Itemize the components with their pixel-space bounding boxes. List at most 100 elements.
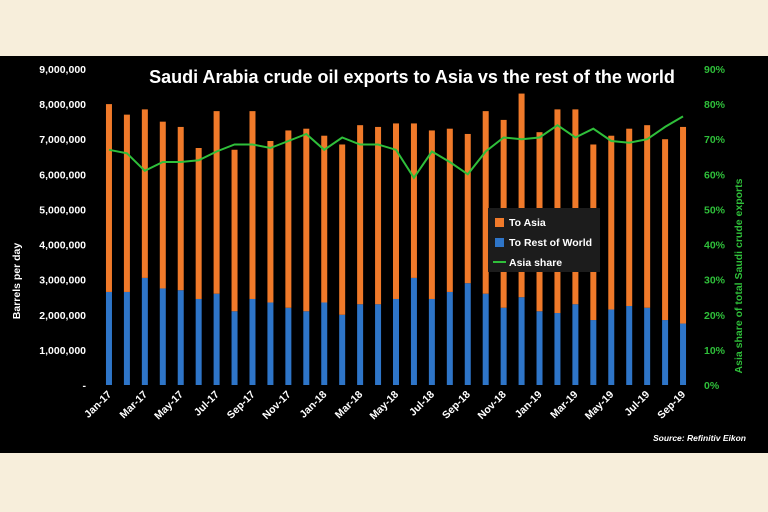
asia-share-line xyxy=(108,115,684,180)
y2-tick-label: 90% xyxy=(704,64,726,76)
bar-rest-of-world xyxy=(159,288,166,385)
bar-rest-of-world xyxy=(177,290,184,385)
legend-swatch-to-asia xyxy=(495,218,504,227)
y2-tick-label: 20% xyxy=(704,310,726,322)
bar-to-asia xyxy=(267,140,274,303)
x-tick-label: Jan-19 xyxy=(513,389,545,421)
legend-swatch-rest-of-world xyxy=(495,238,504,247)
bar-to-asia xyxy=(213,111,220,294)
bar-rest-of-world xyxy=(644,307,651,385)
bar-to-asia xyxy=(231,149,238,312)
bar-rest-of-world xyxy=(608,309,615,385)
bar-to-asia xyxy=(375,126,382,305)
bar-to-asia xyxy=(518,93,525,298)
bar-rest-of-world xyxy=(536,311,543,385)
bar-to-asia xyxy=(357,125,364,305)
bar-to-asia xyxy=(680,126,687,324)
x-tick-label: Jan-17 xyxy=(82,389,114,421)
bar-to-asia xyxy=(339,144,346,315)
x-tick-label: Mar-17 xyxy=(118,389,151,422)
y2-tick-label: 60% xyxy=(704,169,726,181)
bar-rest-of-world xyxy=(518,297,525,385)
bar-rest-of-world xyxy=(231,311,238,385)
bar-rest-of-world xyxy=(482,293,489,385)
y2-tick-label: 0% xyxy=(704,380,720,392)
x-tick-label: Jul-19 xyxy=(622,389,652,419)
bar-rest-of-world xyxy=(123,291,130,385)
y-tick-label: 4,000,000 xyxy=(39,240,86,252)
x-tick-label: Jul-18 xyxy=(407,389,437,419)
bar-to-asia xyxy=(159,121,166,289)
bar-rest-of-world xyxy=(393,298,399,385)
x-tick-label: May-19 xyxy=(583,389,617,423)
bar-to-asia xyxy=(428,130,435,299)
bar-rest-of-world xyxy=(285,307,292,385)
right-axis-label: Asia share of total Saudi crude exports xyxy=(733,178,745,373)
x-tick-label: Mar-19 xyxy=(548,389,581,422)
y2-tick-label: 10% xyxy=(704,345,726,357)
source-note: Source: Refinitiv Eikon xyxy=(653,433,746,443)
legend: To Asia To Rest of World Asia share xyxy=(488,208,600,272)
bar-to-asia xyxy=(644,125,651,308)
x-tick-label: May-18 xyxy=(367,389,401,423)
chart-frame: Saudi Arabia crude oil exports to Asia v… xyxy=(0,56,768,453)
legend-label-rest-of-world: To Rest of World xyxy=(509,237,592,249)
x-tick-label: Nov-18 xyxy=(476,389,509,422)
y2-tick-label: 70% xyxy=(704,134,726,146)
bar-rest-of-world xyxy=(410,277,417,385)
x-tick-label: Jul-17 xyxy=(192,389,222,419)
bar-to-asia xyxy=(662,139,669,321)
bar-rest-of-world xyxy=(464,283,471,385)
x-tick-label: Sep-19 xyxy=(655,389,688,422)
y-tick-label: 5,000,000 xyxy=(39,204,86,216)
bar-to-asia xyxy=(410,123,417,278)
y-tick-label: 3,000,000 xyxy=(39,275,86,287)
y-tick-label: - xyxy=(83,380,87,392)
legend-label-asia-share: Asia share xyxy=(509,257,562,269)
bar-rest-of-world xyxy=(357,304,364,385)
y-tick-label: 9,000,000 xyxy=(39,64,86,76)
bar-to-asia xyxy=(285,130,292,308)
right-axis-ticks: 0% 10% 20% 30% 40% 50% 60% 70% 80% 90% xyxy=(704,64,726,392)
left-axis-label: Barrels per day xyxy=(11,243,23,320)
bar-to-asia xyxy=(177,126,184,291)
bar-rest-of-world xyxy=(428,298,435,385)
bar-rest-of-world xyxy=(303,311,310,385)
bar-to-asia xyxy=(626,128,633,306)
bar-rest-of-world xyxy=(213,293,220,385)
bar-to-asia xyxy=(249,111,256,299)
bar-to-asia xyxy=(123,114,130,292)
bar-rest-of-world xyxy=(375,304,382,385)
y2-tick-label: 80% xyxy=(704,99,726,111)
bar-rest-of-world xyxy=(680,323,687,385)
bar-to-asia xyxy=(195,148,202,299)
y2-tick-label: 30% xyxy=(704,275,726,287)
bar-to-asia xyxy=(446,128,453,292)
y-tick-label: 2,000,000 xyxy=(39,310,86,322)
bar-rest-of-world xyxy=(339,314,346,385)
bar-to-asia xyxy=(393,123,399,299)
bar-to-asia xyxy=(321,135,328,303)
bar-rest-of-world xyxy=(500,307,507,385)
bar-rest-of-world xyxy=(267,302,274,385)
bar-to-asia xyxy=(464,133,471,284)
bar-rest-of-world xyxy=(662,320,669,385)
x-tick-label: May-17 xyxy=(152,389,186,423)
asia-share-series-line xyxy=(108,115,684,180)
x-axis-ticks: Jan-17 Mar-17 May-17 Jul-17 Sep-17 Nov-17 Jan-… xyxy=(82,389,688,423)
bar-to-asia xyxy=(482,111,489,294)
bar-to-asia xyxy=(608,135,615,310)
bar-rest-of-world xyxy=(195,298,202,385)
bar-to-asia xyxy=(141,109,148,278)
bar-rest-of-world xyxy=(590,320,597,385)
bar-rest-of-world xyxy=(626,306,633,385)
bar-to-asia xyxy=(572,109,579,305)
y-tick-label: 8,000,000 xyxy=(39,99,86,111)
bar-rest-of-world xyxy=(446,291,453,385)
chart: Saudi Arabia crude oil exports to Asia v… xyxy=(11,64,746,443)
x-tick-label: Nov-17 xyxy=(260,389,293,422)
chart-title: Saudi Arabia crude oil exports to Asia v… xyxy=(149,67,675,87)
legend-background xyxy=(488,208,600,272)
bar-rest-of-world xyxy=(105,291,112,385)
x-tick-label: Jan-18 xyxy=(297,389,329,421)
